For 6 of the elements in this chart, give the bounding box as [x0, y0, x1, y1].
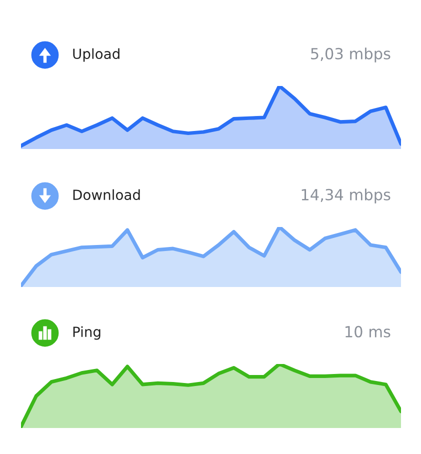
text: 14,34 mbps — [302, 188, 390, 204]
chart-title: Ping — [73, 326, 100, 340]
text: 5,03 mbps — [311, 48, 390, 62]
text: 10 ms — [346, 326, 390, 338]
chart-title: Upload — [73, 48, 120, 62]
chart-title: Download — [73, 189, 140, 200]
